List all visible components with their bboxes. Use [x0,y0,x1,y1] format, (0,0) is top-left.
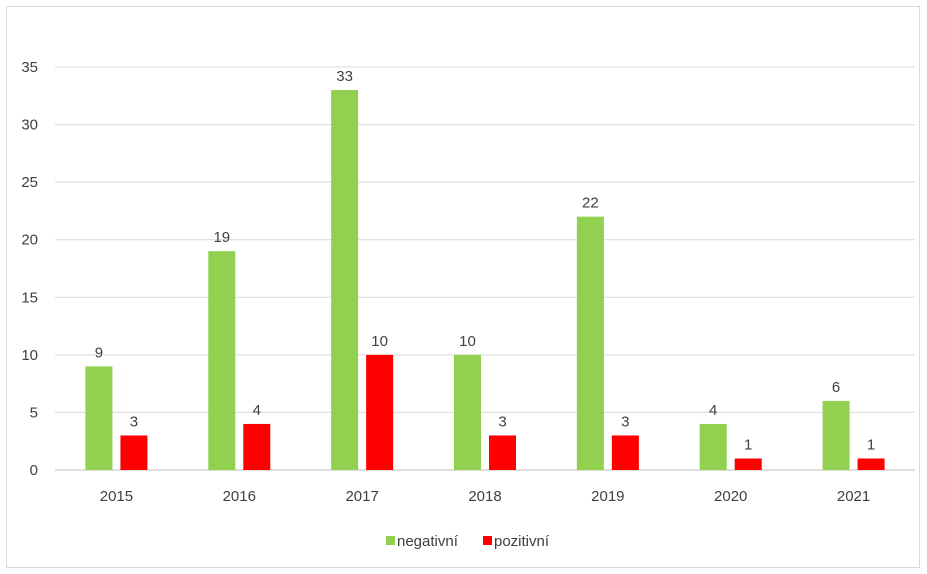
data-label: 9 [95,344,103,361]
x-tick-label: 2019 [591,488,624,505]
y-tick-label: 20 [21,232,38,249]
bar-pozitivni [489,435,516,470]
data-label: 10 [371,333,388,350]
bars: 9 3 19 4 33 10 10 3 22 3 4 1 6 1 [85,68,885,471]
y-axis: 0 5 10 15 20 25 30 35 [21,59,38,479]
data-label: 4 [709,402,717,419]
x-tick-label: 2020 [714,488,747,505]
data-label: 22 [582,195,599,212]
legend-swatch [386,536,395,545]
bar-negativni [699,423,727,470]
bar-negativni [454,354,481,470]
chart-frame [6,6,920,568]
y-tick-label: 30 [21,117,38,134]
data-label: 19 [213,229,230,246]
x-tick-label: 2017 [345,488,378,505]
bar-pozitivni [243,423,271,470]
x-tick-label: 2015 [100,488,133,505]
data-label: 33 [336,68,353,85]
data-label: 3 [130,413,138,430]
bar-pozitivni [611,435,639,470]
y-tick-label: 0 [30,462,38,479]
bar-negativni [331,90,359,471]
bar-pozitivni [366,354,394,470]
x-tick-label: 2016 [223,488,256,505]
legend-label: pozitivní [494,533,550,550]
data-label: 6 [832,379,840,396]
bar-negativni [822,400,850,470]
data-label: 3 [498,413,506,430]
legend-label: negativní [397,533,459,550]
data-label: 1 [867,436,875,453]
data-label: 3 [621,413,629,430]
bar-negativni [85,366,113,470]
y-tick-label: 5 [30,404,38,421]
bar-negativni [208,251,236,470]
y-tick-label: 15 [21,289,38,306]
bar-pozitivni [120,435,148,470]
gridlines [55,66,915,471]
data-label: 10 [459,333,476,350]
legend: negativní pozitivní [386,533,550,550]
bar-pozitivni [857,458,885,470]
y-tick-label: 10 [21,347,38,364]
data-label: 4 [253,402,261,419]
legend-swatch [483,536,492,545]
x-axis: 2015 2016 2017 2018 2019 2020 2021 [100,488,871,505]
y-tick-label: 25 [21,174,38,191]
bar-pozitivni [734,458,762,470]
x-tick-label: 2021 [837,488,870,505]
data-label: 1 [744,436,752,453]
bar-negativni [576,216,604,470]
x-tick-label: 2018 [468,488,501,505]
y-tick-label: 35 [21,59,38,76]
